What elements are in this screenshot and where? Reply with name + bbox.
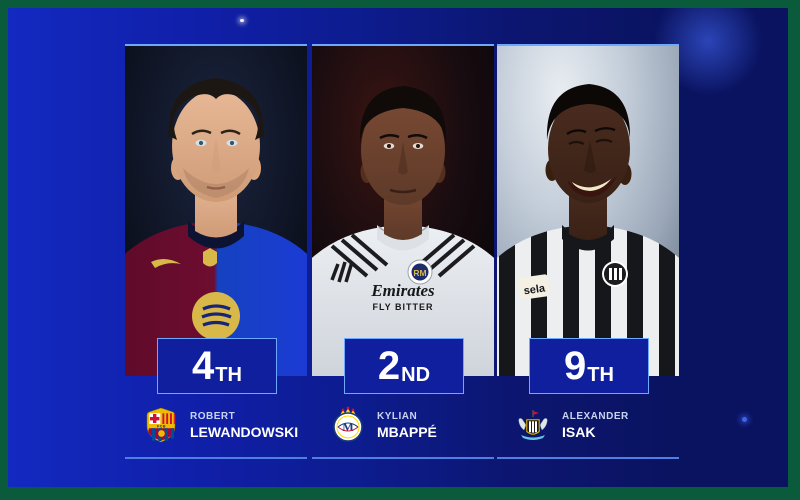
svg-text:RM: RM — [413, 268, 426, 278]
svg-text:FLY BITTER: FLY BITTER — [372, 302, 433, 312]
svg-text:M: M — [342, 420, 353, 434]
svg-text:FCB: FCB — [157, 425, 166, 429]
svg-text:Emirates: Emirates — [370, 281, 435, 300]
